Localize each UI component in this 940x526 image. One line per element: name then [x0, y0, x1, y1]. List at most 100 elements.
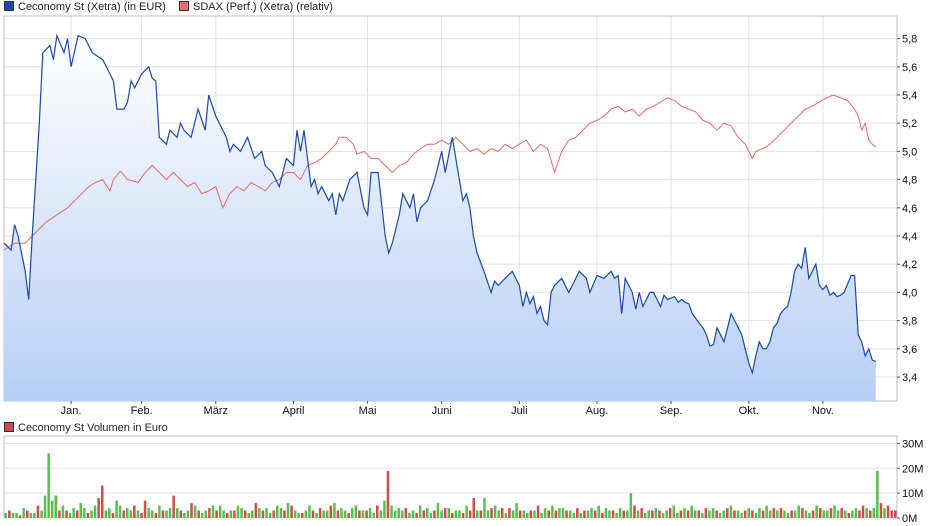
volume-bar [61, 505, 65, 518]
volume-bar [393, 510, 397, 518]
volume-bar [372, 513, 375, 518]
volume-ytick-label: 30M [902, 438, 923, 450]
volume-bar [426, 508, 429, 518]
volume-bar [454, 510, 458, 518]
volume-bar [486, 510, 490, 518]
price-xtick-label: Feb. [131, 405, 153, 417]
volume-bar [761, 510, 765, 518]
volume-bar [247, 513, 250, 518]
volume-bar [736, 510, 740, 518]
volume-bar [15, 513, 18, 518]
volume-bar [786, 513, 790, 518]
volume-bar [301, 513, 304, 518]
volume-bar [176, 508, 179, 518]
volume-bar [58, 510, 61, 518]
legend-item-volume[interactable]: Ceconomy St Volumen in Euro [4, 422, 168, 434]
volume-bar [476, 510, 479, 518]
volume-bar [29, 513, 32, 518]
volume-bar [622, 510, 625, 518]
volume-bar [765, 505, 768, 518]
volume-bar [819, 508, 822, 518]
volume-bar [586, 510, 590, 518]
volume-bar [558, 508, 561, 518]
volume-bar [329, 505, 333, 518]
volume-bar [747, 508, 750, 518]
volume-bar [704, 508, 708, 518]
volume-bar [772, 508, 775, 518]
volume-bar [790, 510, 793, 518]
volume-bar [379, 510, 383, 518]
volume-chart[interactable]: 30M 20M 10M 0M [0, 434, 940, 526]
volume-bar [26, 510, 29, 518]
volume-bar [390, 505, 393, 518]
volume-bar [386, 470, 390, 518]
volume-bar [693, 510, 697, 518]
volume-bar [158, 505, 161, 518]
volume-bar [501, 508, 504, 518]
volume-bar [708, 510, 711, 518]
volume-bar [758, 508, 761, 518]
price-xtick-label: April [282, 405, 304, 417]
volume-bar [361, 510, 365, 518]
legend-label-ceconomy: Ceconomy St (Xetra) (in EUR) [18, 1, 166, 13]
volume-bar [561, 508, 565, 518]
volume-bar [754, 513, 758, 518]
price-ytick-label: 3,8 [902, 316, 917, 328]
legend-item-sdax[interactable]: SDAX (Perf.) (Xetra) (relativ) [179, 1, 333, 13]
volume-bar [654, 508, 658, 518]
volume-bar [833, 505, 836, 518]
volume-bar [65, 510, 68, 518]
volume-bar [54, 495, 57, 518]
volume-bar [351, 508, 354, 518]
volume-bar [808, 513, 811, 518]
volume-bar [251, 510, 254, 518]
legend-item-ceconomy[interactable]: Ceconomy St (Xetra) (in EUR) [4, 1, 169, 13]
volume-bar [236, 505, 240, 518]
volume-bar [315, 513, 318, 518]
volume-bar [186, 510, 190, 518]
volume-bar [79, 503, 82, 518]
price-ytick-label: 3,4 [902, 372, 917, 384]
volume-bar [218, 505, 222, 518]
volume-bar [711, 508, 715, 518]
volume-bar [465, 505, 468, 518]
volume-ytick-label: 20M [902, 463, 923, 475]
volume-bar [618, 508, 622, 518]
volume-bar [47, 453, 50, 518]
volume-bar [133, 505, 136, 518]
volume-bar [536, 505, 540, 518]
volume-bar [233, 510, 236, 518]
volume-bar [633, 505, 636, 518]
volume-bar [604, 508, 608, 518]
volume-bar [608, 510, 611, 518]
volume-bar [640, 508, 643, 518]
volume-bar [522, 510, 525, 518]
volume-bar [68, 513, 72, 518]
volume-bar [343, 510, 347, 518]
price-chart-legend: Ceconomy St (Xetra) (in EUR) SDAX (Perf.… [4, 1, 343, 13]
volume-bar [876, 470, 879, 518]
volume-bar [8, 510, 11, 518]
price-chart[interactable]: 5,85,65,45,25,04,84,64,44,24,03,83,63,4 … [0, 0, 940, 418]
volume-bar [22, 508, 25, 518]
volume-bar [333, 503, 336, 518]
volume-bar [533, 510, 536, 518]
volume-bar [651, 510, 654, 518]
volume-bar [661, 513, 665, 518]
volume-bar [554, 510, 558, 518]
volume-bar [340, 508, 343, 518]
volume-bar [308, 505, 311, 518]
volume-bar [751, 510, 754, 518]
volume-bar [497, 510, 500, 518]
volume-bar [297, 513, 300, 518]
volume-bar [354, 505, 358, 518]
volume-bar [668, 508, 672, 518]
volume-bar [404, 508, 408, 518]
sdax-line [3, 94, 877, 251]
volume-bar [140, 513, 143, 518]
volume-bar [733, 510, 736, 518]
volume-bar [143, 500, 147, 518]
volume-bar [690, 505, 693, 518]
volume-bar [869, 510, 872, 518]
volume-plot-frame [3, 435, 898, 519]
